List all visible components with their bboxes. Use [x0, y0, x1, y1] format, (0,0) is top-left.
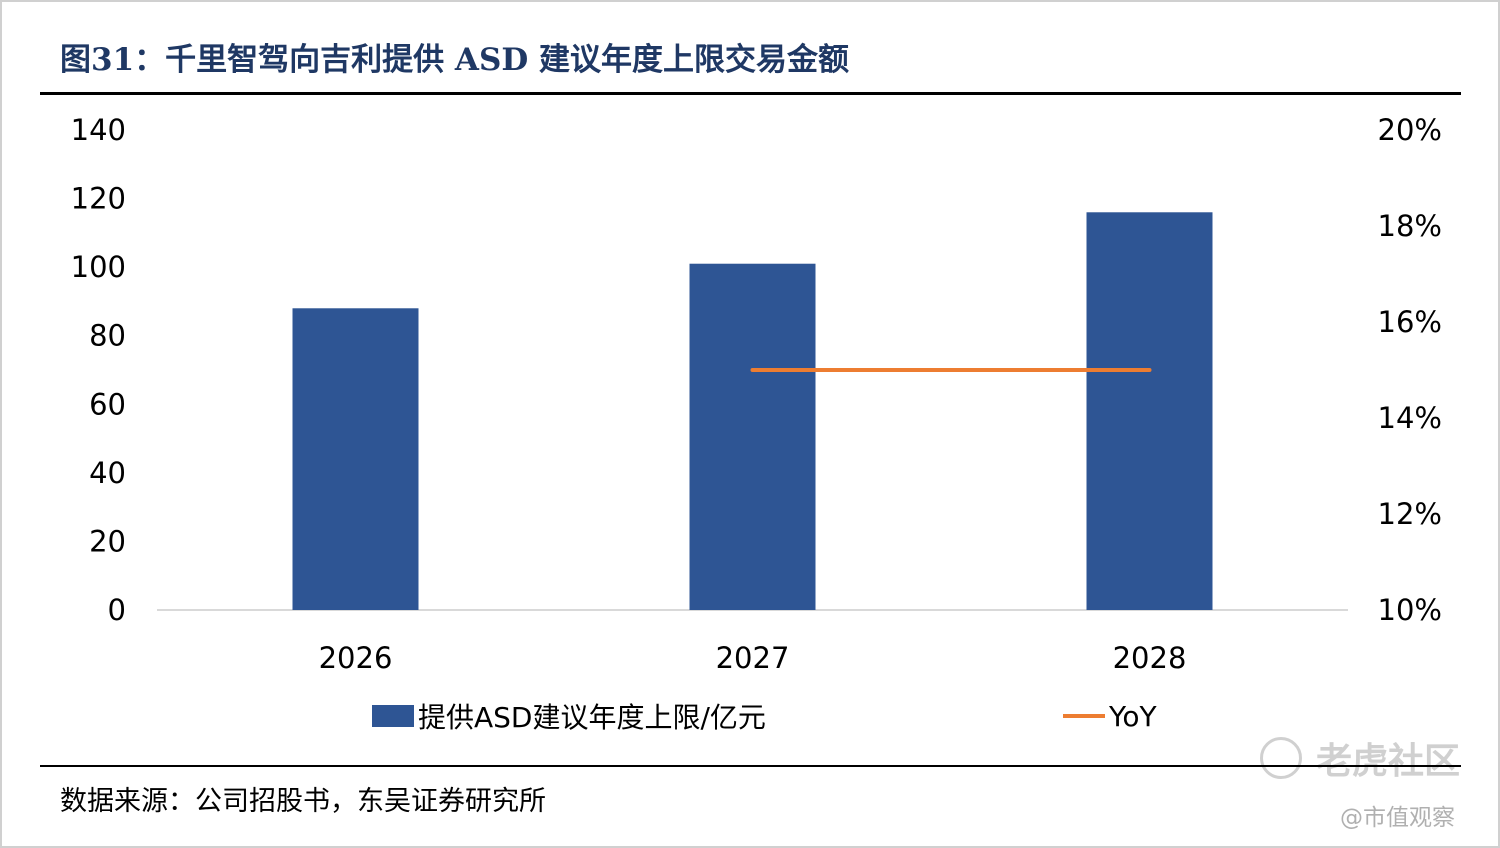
source-note: 数据来源：公司招股书，东吴证券研究所	[60, 786, 546, 817]
legend-line-label: YoY	[1109, 699, 1157, 733]
source-divider	[40, 765, 1461, 767]
x-tick-label: 2027	[716, 641, 790, 675]
left-tick-label: 20	[89, 524, 126, 558]
left-tick-label: 40	[89, 456, 126, 490]
bar-2028	[1086, 212, 1213, 611]
left-tick-label: 100	[71, 250, 126, 284]
right-tick-label: 18%	[1378, 209, 1442, 243]
x-tick-label: 2026	[319, 641, 393, 675]
watermark-brand: 老虎社区	[1260, 733, 1460, 783]
bar-2026	[292, 308, 419, 610]
legend-item-line: YoY	[1063, 696, 1157, 736]
watermark-handle: @市值观察	[1340, 805, 1455, 831]
bar-series	[292, 212, 1213, 611]
legend-bar-label: 提供ASD建议年度上限/亿元	[418, 701, 766, 734]
left-tick-label: 120	[71, 182, 126, 216]
right-tick-label: 12%	[1378, 497, 1442, 531]
left-axis-ticks: 0 20 40 60 80 100 120 140	[71, 113, 126, 627]
figure-title: 图31：千里智驾向吉利提供 ASD 建议年度上限交易金额	[60, 42, 850, 78]
right-tick-label: 16%	[1378, 305, 1442, 339]
x-axis-ticks: 2026 2027 2028	[319, 641, 1187, 675]
legend-bar-swatch	[372, 705, 414, 727]
tiger-logo-icon	[1260, 737, 1302, 779]
title-divider	[40, 92, 1461, 95]
legend-item-bar: 提供ASD建议年度上限/亿元	[372, 696, 766, 736]
left-tick-label: 0	[108, 593, 126, 627]
x-tick-label: 2028	[1113, 641, 1187, 675]
left-tick-label: 60	[89, 387, 126, 421]
right-tick-label: 10%	[1378, 593, 1442, 627]
right-tick-label: 20%	[1378, 113, 1442, 147]
bar-2027	[689, 263, 816, 610]
left-tick-label: 140	[71, 113, 126, 147]
legend-line-swatch	[1063, 714, 1105, 718]
right-axis-ticks: 10% 12% 14% 16% 18% 20%	[1378, 113, 1442, 627]
left-tick-label: 80	[89, 319, 126, 353]
right-tick-label: 14%	[1378, 401, 1442, 435]
watermark-brand-text: 老虎社区	[1316, 741, 1461, 782]
